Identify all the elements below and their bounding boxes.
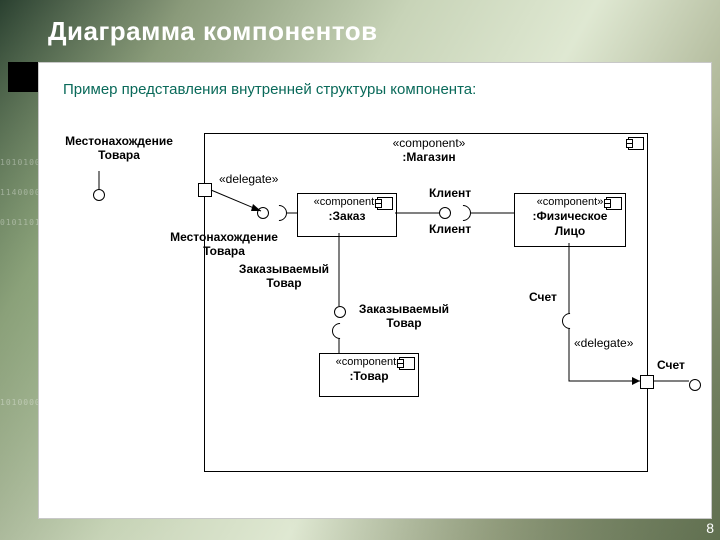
component-icon <box>628 137 644 150</box>
port-outer-right <box>640 375 654 389</box>
store-name: :Магазин <box>379 151 479 165</box>
interface-ball-client <box>439 207 451 219</box>
person-name: :Физическое Лицо <box>515 209 625 238</box>
interface-ball-loc <box>257 207 269 219</box>
label-int-location: Местонахождение Товара <box>159 231 289 259</box>
label-delegate-1: «delegate» <box>219 173 278 187</box>
interface-ball-ordered <box>334 306 346 318</box>
port-outer-left <box>198 183 212 197</box>
label-account-right: Счет <box>657 359 685 373</box>
order-name: :Заказ <box>298 209 396 223</box>
uml-diagram: Местонахождение Товара «component» :Мага… <box>39 63 711 518</box>
label-ordered-bot: Заказываемый Товар <box>349 303 459 331</box>
component-person: «component» :Физическое Лицо <box>514 193 626 247</box>
store-stereo: «component» <box>379 137 479 151</box>
label-client-bot: Клиент <box>429 223 471 237</box>
interface-ball-ext-loc <box>93 189 105 201</box>
label-ext-location: Местонахождение Товара <box>59 135 179 163</box>
content-panel: Пример представления внутренней структур… <box>38 62 712 519</box>
interface-ball-account-ext <box>689 379 701 391</box>
label-client-top: Клиент <box>429 187 471 201</box>
label-delegate-2: «delegate» <box>574 337 633 351</box>
slide-title: Диаграмма компонентов <box>48 16 378 47</box>
label-account-left: Счет <box>529 291 557 305</box>
component-icon <box>399 357 415 370</box>
label-ordered-top: Заказываемый Товар <box>229 263 339 291</box>
component-icon <box>606 197 622 210</box>
component-product: «component» :Товар <box>319 353 419 397</box>
product-name: :Товар <box>320 369 418 383</box>
component-order: «component» :Заказ <box>297 193 397 237</box>
page-number: 8 <box>706 520 714 536</box>
component-icon <box>377 197 393 210</box>
